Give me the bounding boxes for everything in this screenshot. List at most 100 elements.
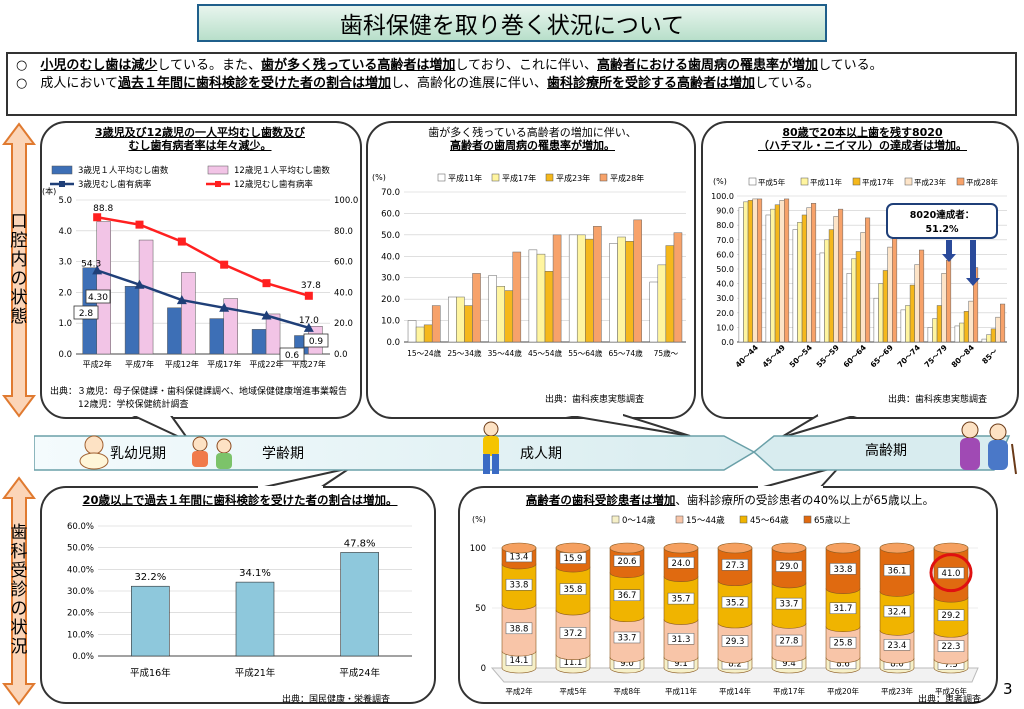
- label-box: [883, 605, 911, 618]
- bar: [990, 328, 996, 343]
- data-label: 33.7: [780, 600, 799, 610]
- bar: [673, 232, 683, 343]
- label-box: [721, 635, 749, 647]
- data-label: 15.9: [564, 554, 583, 564]
- bar: [811, 203, 817, 343]
- bar: [963, 311, 969, 343]
- cylinder-top: [717, 542, 753, 554]
- bar: [657, 264, 667, 343]
- bar: [235, 581, 275, 657]
- legend-marker: [215, 181, 221, 187]
- page-title: 歯科保健を取り巻く状況について: [197, 4, 827, 42]
- data-label: 9.4: [782, 659, 796, 669]
- bar: [223, 298, 238, 355]
- patients-caption: 高齢者の歯科受診患者は増加、歯科診療所の受診患者の40%以上が65歳以上。: [525, 493, 935, 507]
- point: [219, 302, 230, 312]
- x-tick: 50～54: [788, 343, 814, 369]
- y-tick: 50.0%: [67, 544, 94, 554]
- y-tick: 0.0: [58, 350, 72, 360]
- bar: [757, 198, 763, 343]
- y-tick: 4.0: [58, 227, 72, 237]
- cylinder-top: [663, 542, 699, 554]
- data-label: 29.3: [726, 637, 745, 647]
- bar: [124, 285, 140, 355]
- series-line: [96, 216, 310, 297]
- bar: [340, 552, 379, 657]
- bar: [576, 234, 586, 343]
- label-box: [85, 289, 111, 304]
- label-box: [775, 560, 803, 572]
- patients-source: 出典：患者調査: [918, 695, 982, 705]
- y-tick: 5.0: [58, 196, 72, 206]
- x-tick: 平成20年: [827, 686, 860, 696]
- y-tick: 0.0: [721, 338, 734, 347]
- legend-swatch: [611, 515, 620, 524]
- data-label: 9.1: [674, 659, 688, 669]
- legend-swatch: [904, 177, 913, 186]
- bar: [873, 297, 879, 343]
- bar: [806, 207, 812, 343]
- x-tick: 平成8年: [613, 686, 641, 696]
- bar: [828, 229, 834, 343]
- teeth-caption: 80歳で20本以上歯を残す8020 （ハチマル・ニイマル）の達成者は増加。: [758, 126, 967, 152]
- legend-label: 平成23年: [914, 177, 947, 187]
- x-tick: 平成17年: [773, 686, 806, 696]
- bar: [747, 200, 753, 343]
- baby-icon: [79, 435, 109, 470]
- data-label: 14.1: [510, 656, 529, 666]
- legend-swatch: [207, 165, 229, 175]
- bar: [900, 309, 906, 343]
- bar: [448, 296, 457, 343]
- y2-tick: 20.0: [334, 319, 353, 329]
- point: [262, 279, 271, 288]
- data-label: 34.1%: [239, 568, 271, 579]
- label-box: [721, 596, 749, 609]
- bar: [792, 229, 798, 343]
- x-tick: 25～34歳: [447, 348, 482, 358]
- bar: [415, 326, 425, 343]
- data-label: 20.6: [618, 557, 637, 567]
- legend-label: 平成28年: [966, 177, 999, 187]
- point: [93, 213, 102, 222]
- callout-arrowhead: [966, 278, 980, 286]
- bar: [407, 320, 417, 343]
- x-tick: 60～64: [842, 343, 868, 369]
- label-box: [937, 567, 965, 579]
- data-label: 0.6: [285, 351, 300, 361]
- legend-label: 3歳児むし歯有病率: [78, 179, 152, 190]
- point: [261, 310, 272, 320]
- cylinder-top: [771, 542, 807, 554]
- y-tick: 10.0%: [67, 630, 94, 640]
- cylinder-top: [609, 542, 645, 554]
- x-tick: 平成14年: [719, 686, 752, 696]
- bar: [887, 246, 893, 343]
- label-box: [667, 633, 695, 645]
- label-box: [667, 557, 695, 569]
- bar: [625, 241, 634, 343]
- callout-text: 8020達成者：: [910, 209, 974, 221]
- data-label: 9.0: [620, 659, 634, 669]
- bar: [833, 216, 839, 343]
- bar: [954, 325, 960, 343]
- x-tick: 45～54歳: [528, 348, 563, 358]
- legend-label: 平成23年: [556, 173, 590, 183]
- data-label: 31.7: [834, 604, 853, 614]
- bar: [743, 201, 749, 343]
- bar: [784, 198, 790, 343]
- data-label: 47.8%: [344, 538, 376, 549]
- bar: [878, 283, 884, 343]
- legend-swatch: [956, 177, 965, 186]
- bar: [512, 251, 522, 343]
- data-label: 33.7: [618, 633, 637, 643]
- y-tick: 0.0: [386, 338, 400, 348]
- label-box: [775, 597, 803, 610]
- caries-source: 出典：３歳児：母子保健課・歯科保健課調べ、地域保健健康増進事業報告 12歳児：学…: [50, 387, 348, 410]
- bar: [536, 253, 546, 343]
- label-box: [613, 589, 641, 601]
- series-line: [96, 269, 310, 330]
- legend-label: 平成17年: [862, 177, 895, 187]
- highlight-circle: [929, 553, 973, 593]
- callout-arrow: [946, 240, 952, 254]
- page-number: 3: [1003, 680, 1013, 698]
- y-tick: 10.0: [716, 323, 734, 332]
